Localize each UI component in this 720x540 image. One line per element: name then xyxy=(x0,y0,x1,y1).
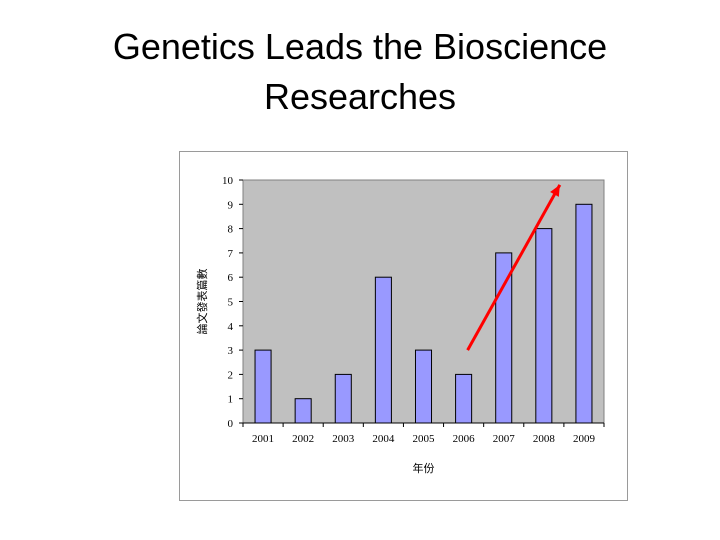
slide-title: Genetics Leads the Bioscience Researches xyxy=(0,22,720,122)
x-tick-label: 2006 xyxy=(453,433,476,445)
y-tick-label: 0 xyxy=(228,418,234,430)
bar-2008 xyxy=(535,228,553,424)
x-tick-label: 2001 xyxy=(252,433,274,445)
bar-2003 xyxy=(334,373,352,424)
x-tick-label: 2002 xyxy=(292,433,314,445)
bar-2009 xyxy=(575,203,593,424)
y-tick-label: 5 xyxy=(228,297,234,309)
y-tick-label: 1 xyxy=(228,394,234,406)
trend-arrow-head xyxy=(550,184,560,197)
slide-title-line-1: Genetics Leads the Bioscience xyxy=(112,26,608,67)
bar-2006 xyxy=(455,373,473,424)
bar-2005 xyxy=(414,349,433,424)
x-tick-label: 2005 xyxy=(413,433,436,445)
trend-arrow-line xyxy=(466,184,562,351)
slide-title-line-2: Researches xyxy=(263,76,457,117)
bar-chart: 0 1 2 3 4 5 6 7 8 9 10 論文發表篇數 2001 2002 2003 2004 2005 20… xyxy=(195,175,605,475)
x-tick-label: 2008 xyxy=(533,433,556,445)
bar-2004 xyxy=(374,276,392,424)
y-tick-label: 6 xyxy=(228,272,234,284)
y-tick-label: 10 xyxy=(222,175,234,187)
y-tick-label: 7 xyxy=(228,248,234,260)
y-axis-label: 論文發表篇數 xyxy=(195,269,209,335)
bar-2007 xyxy=(495,252,513,424)
x-tick-label: 2009 xyxy=(573,433,596,445)
y-tick-label: 2 xyxy=(228,369,234,381)
y-tick-label: 8 xyxy=(228,224,234,236)
bar-2001 xyxy=(254,349,272,424)
x-tick-label: 2004 xyxy=(372,433,395,445)
y-tick-label: 4 xyxy=(228,321,234,333)
chart-frame: 0 1 2 3 4 5 6 7 8 9 10 論文發表篇數 2001 2002 2003 2004 2005 20… xyxy=(179,151,628,501)
x-axis-label: 年份 xyxy=(413,461,435,475)
x-tick-label: 2007 xyxy=(493,433,516,445)
y-tick-label: 9 xyxy=(228,199,234,211)
y-tick-label: 3 xyxy=(228,345,234,357)
bar-2002 xyxy=(294,398,312,424)
x-tick-label: 2003 xyxy=(332,433,355,445)
